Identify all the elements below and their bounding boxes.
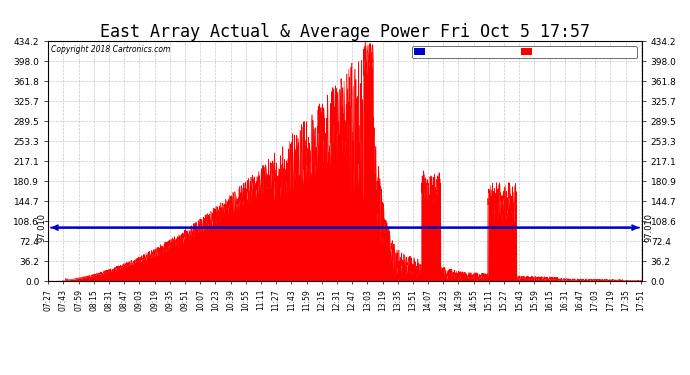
Text: 97.010: 97.010 [644, 213, 653, 242]
Title: East Array Actual & Average Power Fri Oct 5 17:57: East Array Actual & Average Power Fri Oc… [100, 23, 590, 41]
Text: Copyright 2018 Cartronics.com: Copyright 2018 Cartronics.com [51, 45, 170, 54]
Legend: Average  (DC Watts), East Array  (DC Watts): Average (DC Watts), East Array (DC Watts… [412, 46, 637, 58]
Text: 97.010: 97.010 [37, 213, 46, 242]
